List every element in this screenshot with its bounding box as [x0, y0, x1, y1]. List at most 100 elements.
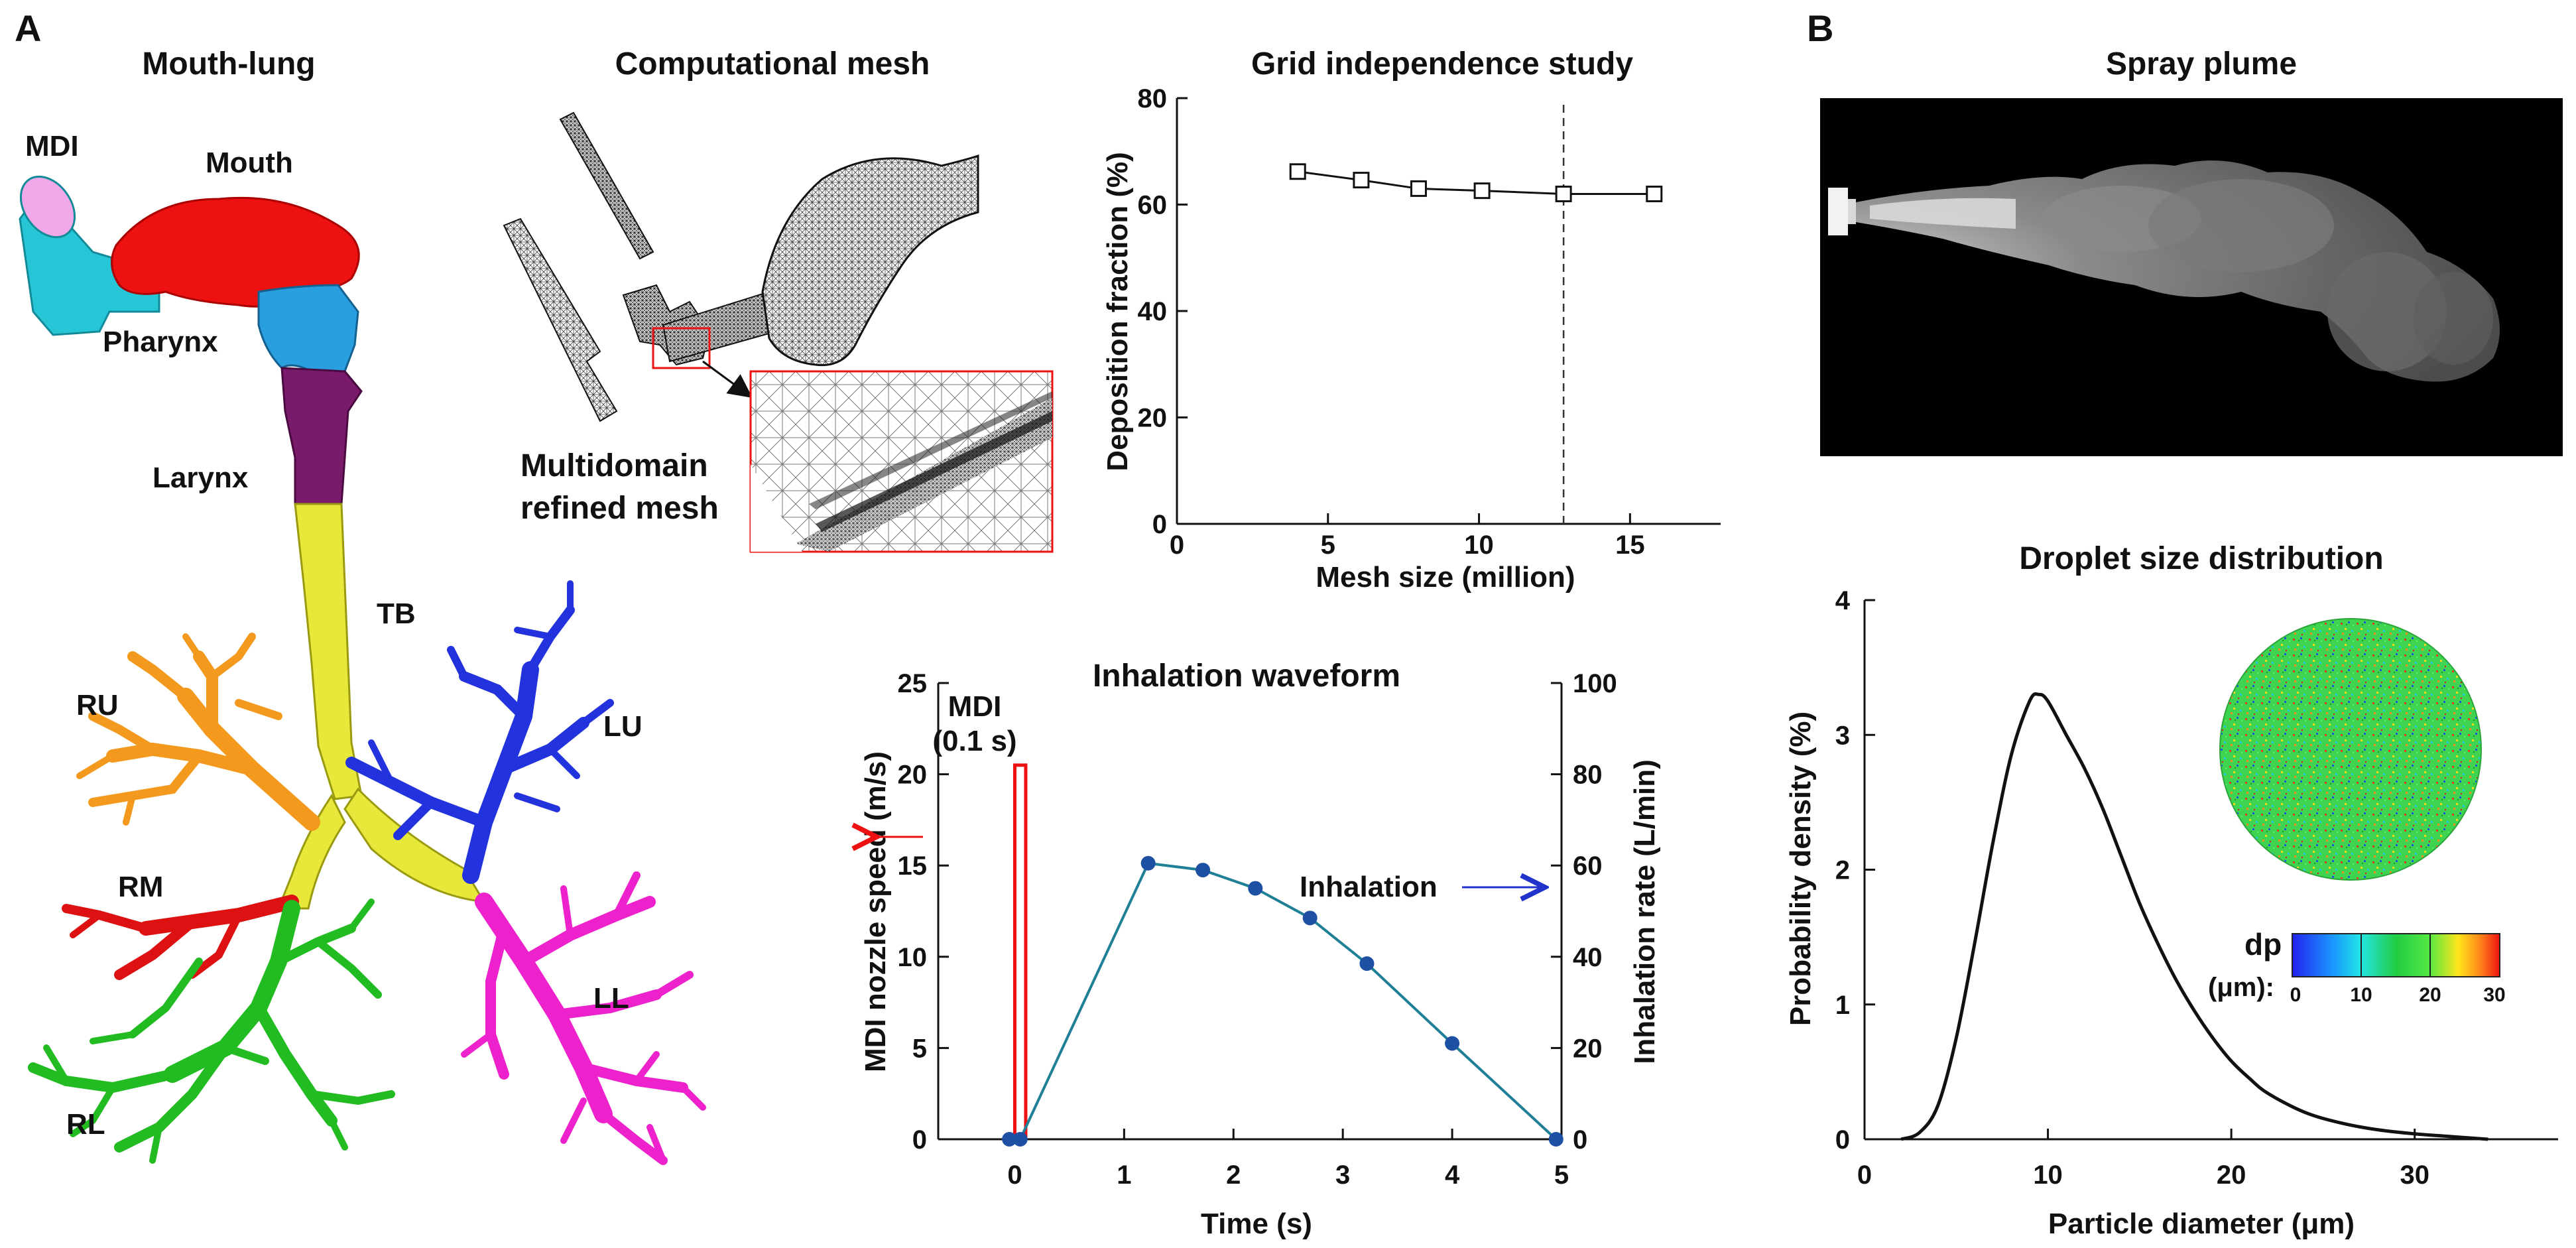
waveform-x-tick-label: 1 [1117, 1160, 1131, 1190]
waveform-x-tick-label: 5 [1554, 1160, 1569, 1190]
waveform-right-tick-label: 0 [1573, 1125, 1587, 1154]
mesh-zoom-source [652, 327, 711, 369]
left-main-bronchus [343, 787, 486, 903]
waveform-x-tick-label: 4 [1445, 1160, 1460, 1190]
grid-series-line [1298, 170, 1654, 195]
mouth-lung-title: Mouth-lung [142, 46, 315, 82]
mdi-pulse-label-line1: MDI [948, 690, 1002, 723]
label-rm: RM [118, 871, 163, 903]
rl-lobe [28, 899, 395, 1164]
panel-b-letter: B [1807, 7, 1833, 49]
grid-chart-title: Grid independence study [1251, 46, 1633, 82]
lu-lobe [345, 580, 614, 884]
droplet-x-tick-label: 0 [1857, 1160, 1872, 1190]
label-mouth: Mouth [206, 147, 293, 179]
trachea-shape [294, 503, 363, 800]
waveform-x-tick-label: 2 [1226, 1160, 1241, 1190]
grid-data-point [1473, 182, 1491, 200]
plume-cloud [1856, 160, 2500, 382]
droplet-distribution-curve [1900, 692, 2488, 1141]
nozzle-shape [1828, 188, 1848, 235]
waveform-left-tick-label: 5 [912, 1034, 927, 1063]
grid-data-point [1353, 172, 1370, 189]
droplet-x-tick-label: 20 [2217, 1160, 2246, 1190]
inhalation-rate-line [1009, 861, 1558, 1141]
mesh-zoom-inset [749, 370, 1054, 553]
droplet-cross-section [2219, 618, 2482, 881]
grid-x-tick-label: 0 [1170, 530, 1184, 560]
droplet-y-tick-label: 4 [1835, 586, 1851, 615]
mesh-label-line2: refined mesh [521, 491, 719, 526]
waveform-chart: Inhalation waveform 0 1 2 3 4 505101520250204… [859, 658, 1661, 1240]
grid-y-tick-label: 0 [1152, 510, 1167, 539]
waveform-right-tick-label: 100 [1573, 669, 1617, 698]
waveform-left-tick-label: 10 [898, 943, 928, 972]
colorbar [2292, 933, 2500, 977]
waveform-right-label: Inhalation rate (L/min) [1628, 759, 1661, 1064]
colorbar-label-line1: dp [2244, 927, 2282, 962]
droplet-title: Droplet size distribution [2019, 541, 2383, 576]
spray-title: Spray plume [2106, 46, 2297, 82]
grid-data-point [1555, 185, 1572, 202]
waveform-data-point [1548, 1132, 1564, 1147]
mesh-zoom-arrow [702, 360, 753, 399]
waveform-data-point [1012, 1132, 1028, 1147]
droplet-x-tick-label: 30 [2400, 1160, 2429, 1190]
waveform-left-tick-label: 20 [898, 761, 928, 790]
mesh-inhaler-domain [559, 111, 654, 260]
grid-x-label: Mesh size (million) [1316, 561, 1575, 593]
mouth-lung-model: Mouth-lung [19, 46, 706, 1165]
waveform-right-tick-label: 40 [1573, 943, 1603, 972]
droplet-x-tick-label: 10 [2033, 1160, 2063, 1190]
droplet-y-tick-label: 0 [1835, 1125, 1850, 1154]
waveform-data-point [1140, 855, 1156, 871]
waveform-x-tick-label: 0 [1007, 1160, 1022, 1190]
label-mdi: MDI [25, 130, 79, 162]
droplet-y-tick-label: 1 [1835, 991, 1850, 1020]
panel-a-letter: A [15, 7, 41, 49]
spray-plume: Spray plume [1820, 46, 2563, 456]
grid-x-tick-label: 5 [1321, 530, 1335, 560]
nozzle-tip [1848, 199, 1856, 224]
label-pharynx: Pharynx [103, 326, 218, 358]
colorbar-label-line2: (μm): [2208, 973, 2274, 1002]
label-rl: RL [66, 1108, 105, 1141]
colorbar-tick-label-20: 20 [2419, 984, 2441, 1006]
mesh-label-line1: Multidomain [521, 448, 708, 483]
waveform-left-label: MDI nozzle speed (m/s) [859, 751, 892, 1072]
mdi-pulse-label-line2: (0.1 s) [932, 725, 1016, 757]
label-lu: LU [603, 710, 643, 743]
mdi-inhaler-shape [19, 175, 160, 336]
label-tb: TB [377, 597, 416, 630]
grid-y-tick-label: 20 [1138, 404, 1168, 433]
grid-data-point [1289, 163, 1306, 180]
grid-y-tick-label: 40 [1138, 297, 1168, 326]
ru-lobe [76, 633, 320, 831]
grid-data-point [1646, 185, 1663, 202]
ll-lobe [461, 871, 706, 1165]
droplet-y-tick-label: 3 [1835, 721, 1850, 750]
grid-x-tick-label: 10 [1464, 530, 1494, 560]
label-ru: RU [76, 689, 119, 721]
waveform-data-point [1445, 1036, 1460, 1051]
mdi-pulse-bar [1012, 763, 1028, 1141]
grid-x-tick-label: 15 [1615, 530, 1645, 560]
colorbar-tick-label-10: 10 [2350, 984, 2372, 1006]
waveform-left-tick-label: 0 [912, 1125, 927, 1154]
waveform-right-tick-label: 60 [1573, 851, 1603, 881]
waveform-x-tick-label: 3 [1335, 1160, 1350, 1190]
mesh-mouth-domain [761, 154, 979, 367]
waveform-right-tick-label: 80 [1573, 761, 1603, 790]
waveform-data-point [1248, 881, 1263, 896]
mesh-jet-channel [662, 290, 777, 363]
mesh-title: Computational mesh [615, 46, 930, 82]
droplet-y-label: Probability density (%) [1784, 712, 1817, 1026]
waveform-title: Inhalation waveform [1093, 658, 1400, 694]
computational-mesh: Computational mesh Multidomain refined m… [503, 46, 1054, 553]
waveform-data-point [1196, 863, 1211, 878]
colorbar-tick-label-30: 30 [2483, 984, 2505, 1006]
grid-data-point [1410, 180, 1427, 197]
larynx-shape [280, 367, 363, 505]
grid-y-label: Deposition fraction (%) [1101, 152, 1134, 471]
waveform-data-point [1302, 910, 1318, 926]
